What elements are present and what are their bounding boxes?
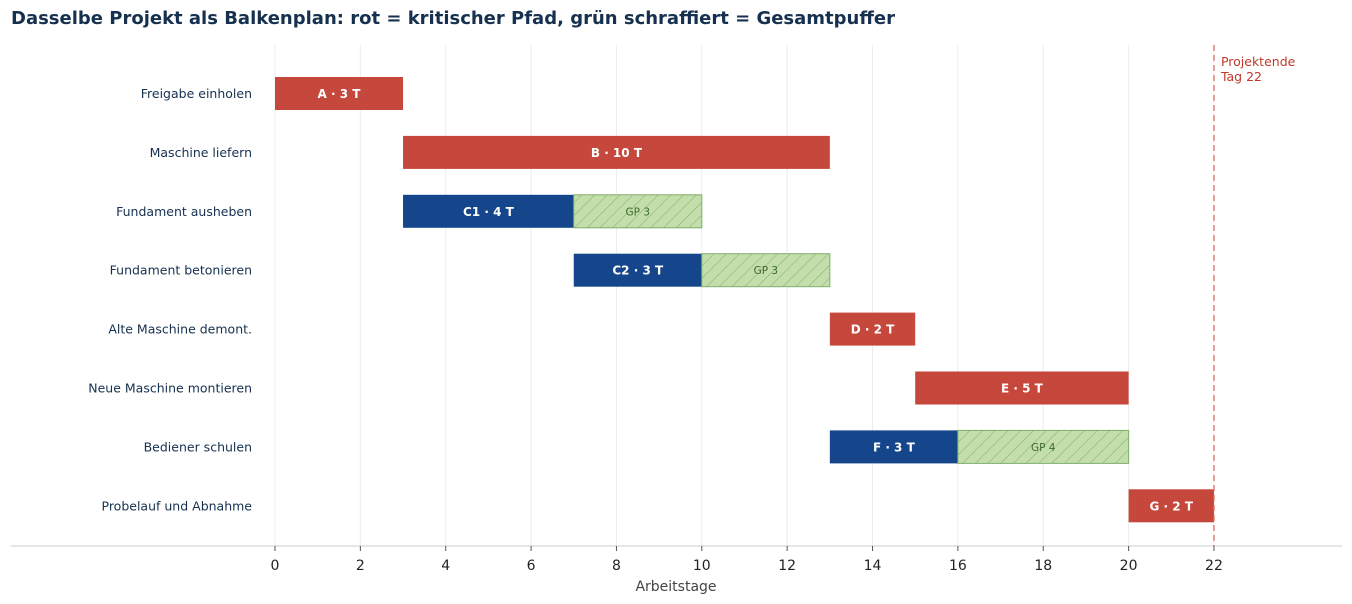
task-bar-label: B · 10 T <box>591 146 643 160</box>
x-tick-label: 2 <box>356 558 365 574</box>
task-bar <box>573 253 702 287</box>
task-bar <box>829 312 916 346</box>
float-label: GP 3 <box>754 265 779 277</box>
deadline-day-label: Tag 22 <box>1220 69 1262 84</box>
category-label: Freigabe einholen <box>141 86 252 101</box>
task-bar-label: E · 5 T <box>1001 382 1044 396</box>
x-tick-label: 20 <box>1120 558 1138 574</box>
category-labels: Freigabe einholen Maschine liefern Fundame… <box>88 86 252 513</box>
chart-title: Dasselbe Projekt als Balkenplan: rot = k… <box>11 8 896 29</box>
task-bar <box>915 371 1129 405</box>
float-label: GP 4 <box>1031 442 1056 454</box>
task-bar-label: C1 · 4 T <box>463 205 515 219</box>
x-tick-label: 4 <box>441 558 450 574</box>
category-label: Bediener schulen <box>144 439 252 454</box>
float-label: GP 3 <box>626 206 651 218</box>
grid-lines <box>274 45 1215 546</box>
x-tick-label: 8 <box>612 558 621 574</box>
task-bar-label: G · 2 T <box>1150 499 1194 513</box>
category-label: Neue Maschine montieren <box>88 381 252 396</box>
category-label: Probelauf und Abnahme <box>102 498 253 513</box>
task-bar <box>275 77 404 110</box>
task-bar <box>829 430 958 464</box>
task-bar <box>403 194 574 228</box>
x-tick-label: 18 <box>1034 558 1052 574</box>
x-tick-label: 14 <box>864 558 882 574</box>
category-label: Fundament ausheben <box>116 204 252 219</box>
task-bar-label: D · 2 T <box>851 323 895 337</box>
bars: A · 3 T B · 10 T C1 · 4 T GP 3 C2 · 3 T GP 3 D… <box>275 77 1214 523</box>
x-tick-label: 12 <box>778 558 796 574</box>
task-bar <box>403 135 830 169</box>
task-bar-label: F · 3 T <box>873 440 916 454</box>
x-tick-label: 10 <box>693 558 711 574</box>
x-axis: 0 2 4 6 8 10 12 14 16 18 20 22 Arbeitstage <box>11 545 1342 595</box>
x-axis-label: Arbeitstage <box>635 579 716 595</box>
x-tick-label: 6 <box>527 558 536 574</box>
deadline-label: Projektende <box>1221 54 1296 69</box>
float-hatch <box>701 253 830 287</box>
task-bar-label: A · 3 T <box>318 87 362 101</box>
float-hatch <box>957 430 1129 464</box>
float-hatch <box>573 194 702 228</box>
x-tick-label: 0 <box>271 558 280 574</box>
category-label: Fundament betonieren <box>110 263 252 278</box>
task-bar-label: C2 · 3 T <box>612 264 664 278</box>
category-label: Maschine liefern <box>150 145 252 160</box>
category-label: Alte Maschine demont. <box>108 322 252 337</box>
task-bar <box>1128 489 1214 523</box>
x-tick-label: 22 <box>1205 558 1223 574</box>
x-tick-label: 16 <box>949 558 967 574</box>
